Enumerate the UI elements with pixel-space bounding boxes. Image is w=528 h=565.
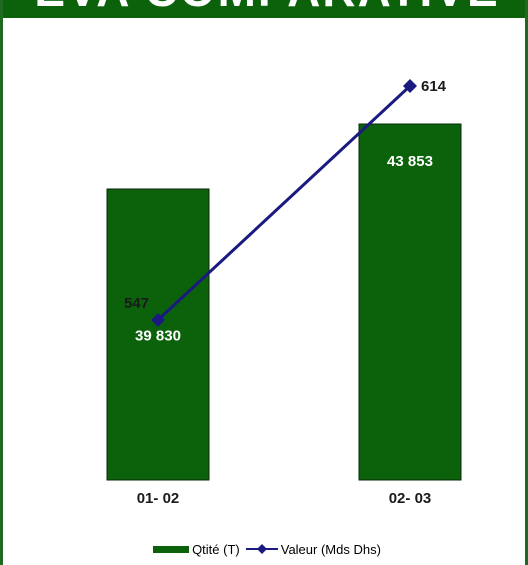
line-point-marker — [403, 79, 417, 93]
legend-item-quantity: Qtité (T) — [153, 542, 240, 557]
bar-02-03 — [358, 123, 462, 481]
line-value-label: 547 — [124, 295, 149, 312]
title-banner: EVA COMPARATIVE — [3, 0, 525, 18]
legend-bar-swatch — [153, 545, 190, 553]
bar-value-label: 39 830 — [135, 327, 181, 344]
legend-line-swatch — [245, 544, 278, 554]
legend-item-value: Valeur (Mds Dhs) — [245, 541, 381, 557]
bar-value-label: 43 853 — [387, 153, 433, 170]
x-tick-label: 02- 03 — [389, 490, 432, 507]
line-point-marker — [151, 313, 165, 327]
line-value-label: 614 — [421, 78, 447, 95]
bar-01-02 — [106, 188, 210, 481]
page-title: EVA COMPARATIVE — [3, 0, 525, 13]
series-line-valeur — [156, 84, 412, 322]
legend-label-value: Valeur (Mds Dhs) — [280, 541, 381, 557]
legend-label-quantity: Qtité (T) — [192, 541, 240, 557]
x-tick-label: 01- 02 — [137, 490, 180, 507]
chart-svg: 39 830 43 853 01- 02 02- 03 547 614 — [106, 78, 462, 507]
chart-legend: Qtité (T) Valeur (Mds Dhs) — [3, 539, 525, 559]
